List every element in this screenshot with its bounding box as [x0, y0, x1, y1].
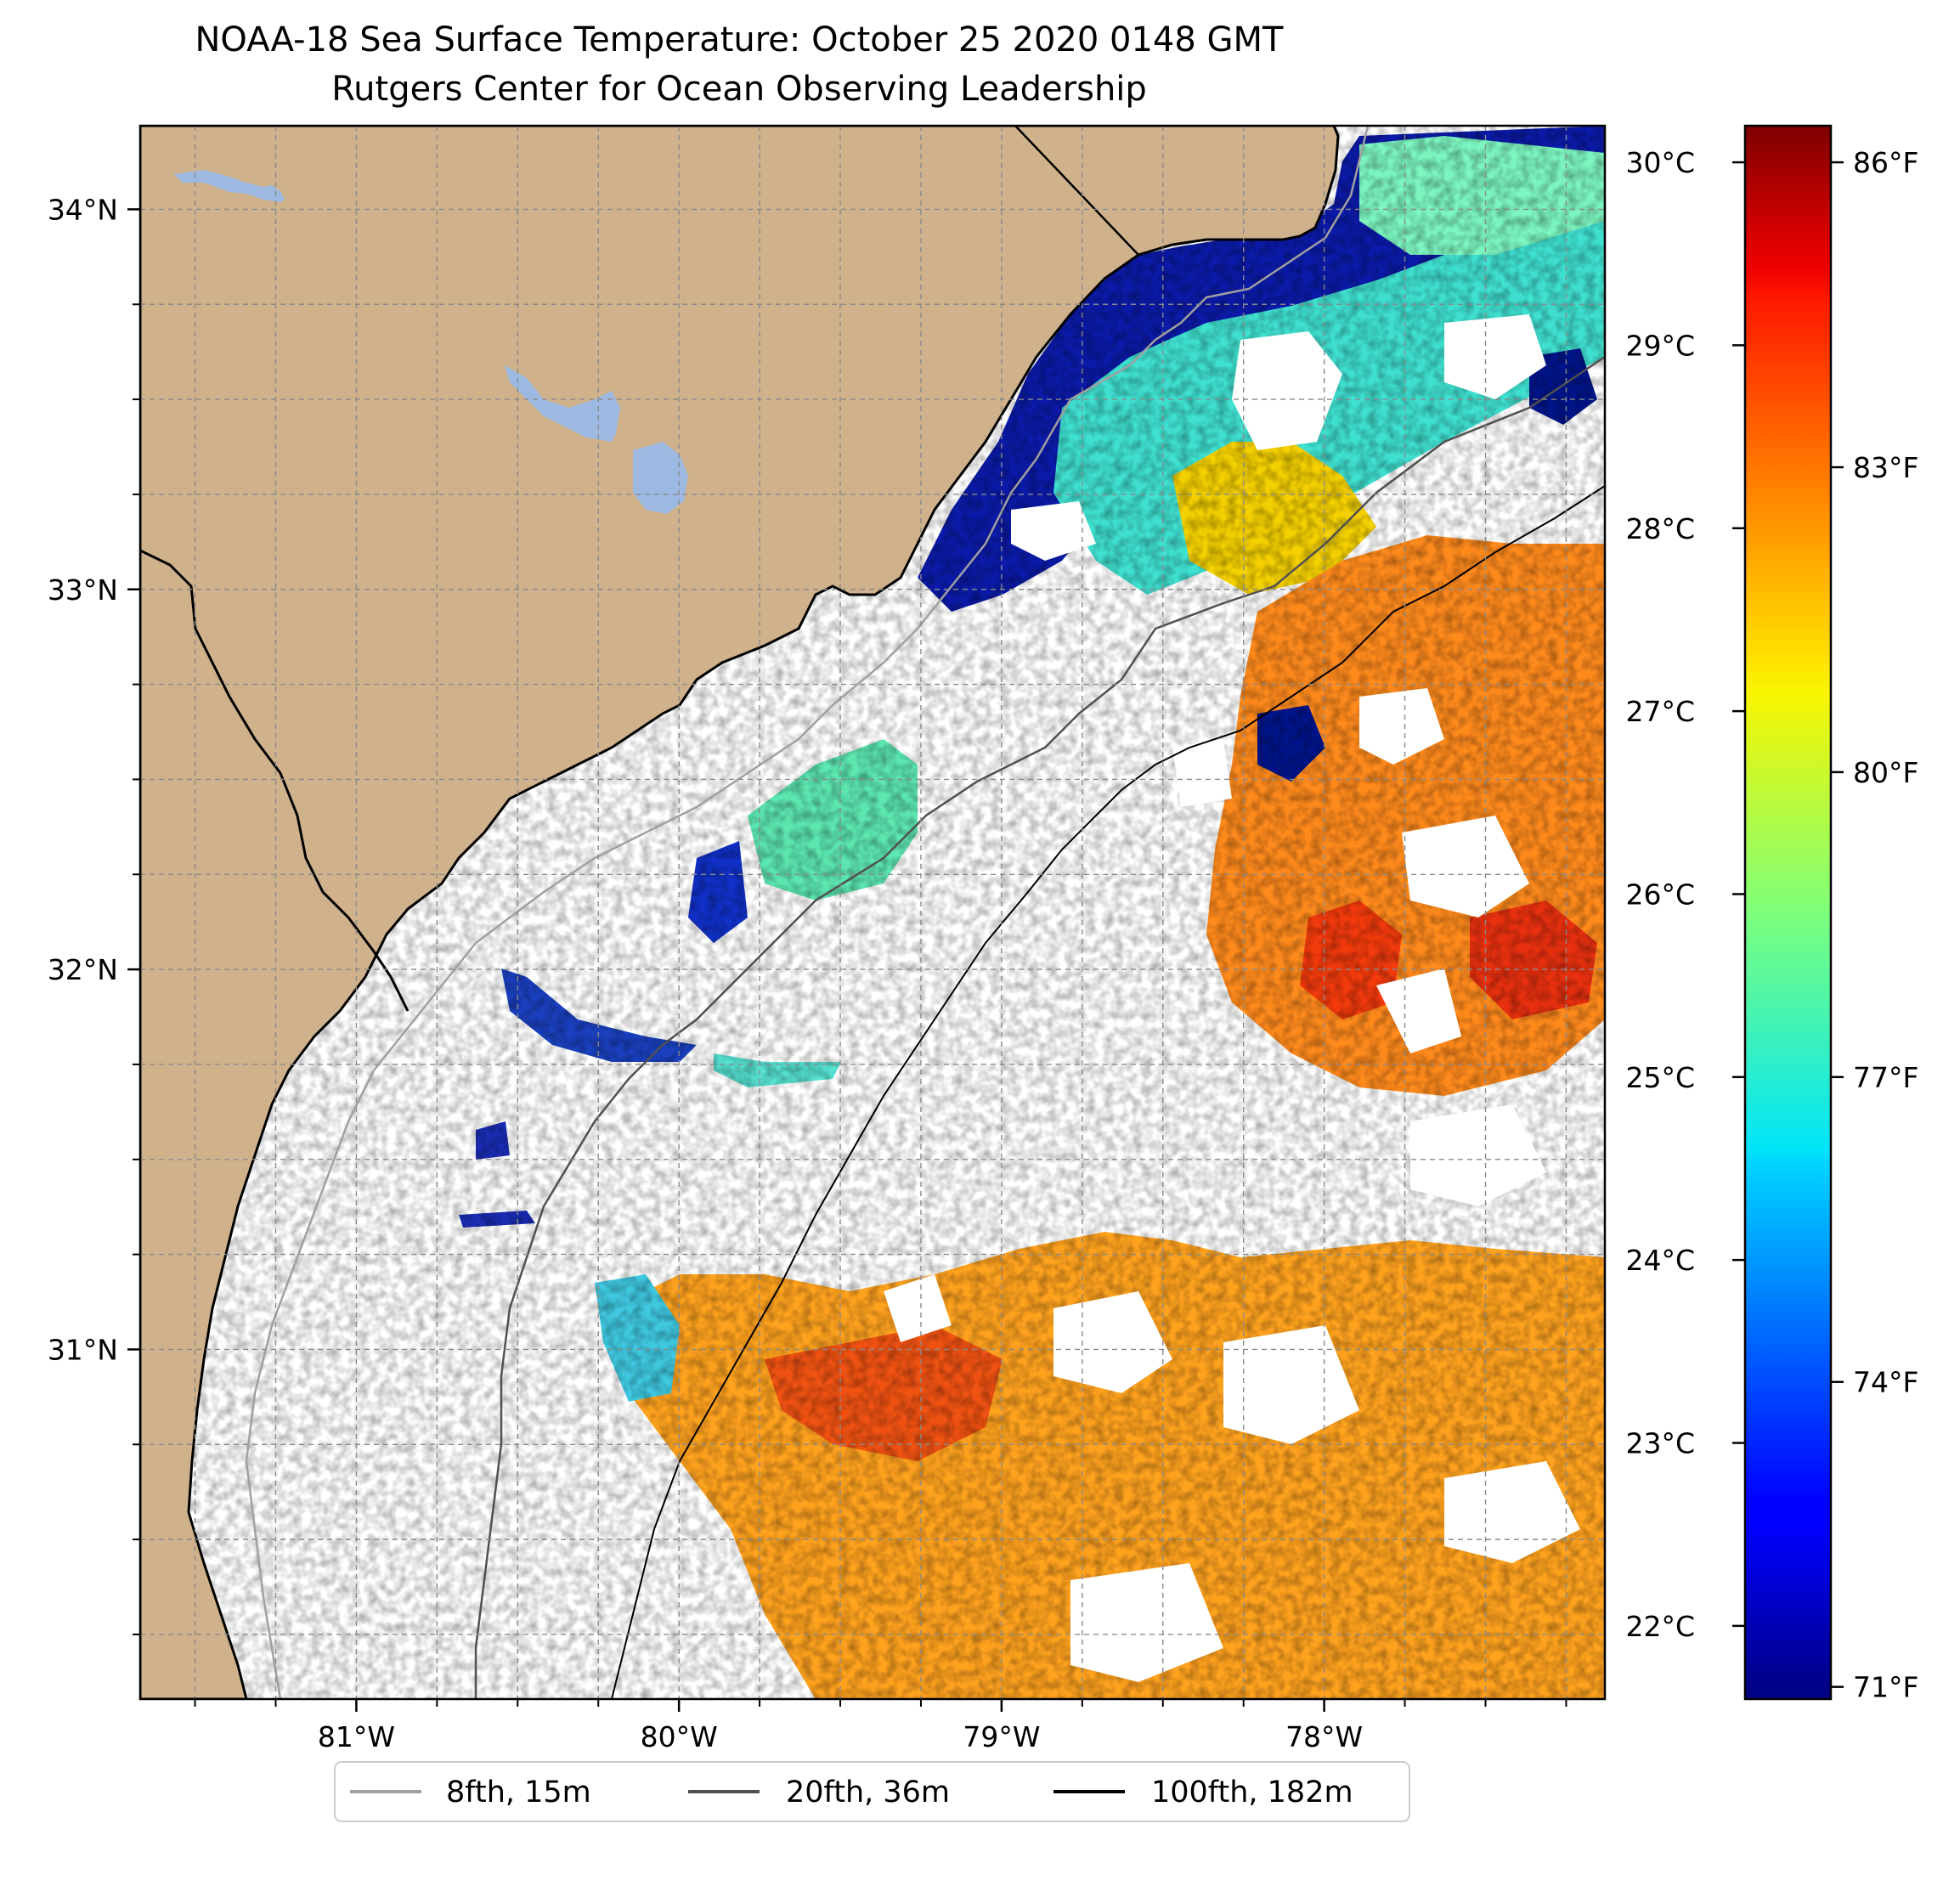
legend: 8fth, 15m 20fth, 36m 100fth, 182m: [334, 1761, 1410, 1822]
colorbar-celsius-axis: 30°C 29°C 28°C 27°C 26°C 25°C 24°C 23°C 22°C: [1625, 146, 1745, 1643]
land: [140, 126, 1340, 1699]
fahrenheit-tick-label: 80°F: [1853, 756, 1918, 789]
cloud-mask: [884, 314, 1580, 1682]
cloud-hole-11: [1444, 1461, 1580, 1563]
lon-tick-label: 80°W: [641, 1720, 718, 1753]
lat-tick-label: 32°N: [48, 953, 118, 986]
colorbar: [1743, 124, 1833, 1701]
gridlines: [140, 126, 1605, 1699]
celsius-tick-label: 23°C: [1625, 1427, 1695, 1460]
fahrenheit-tick-label: 77°F: [1853, 1061, 1918, 1094]
cloud-hole-12: [884, 1274, 952, 1342]
lon-tick-label: 78°W: [1285, 1720, 1363, 1753]
cloud-hole-5: [1402, 816, 1529, 917]
cloud-hole-10: [1070, 1563, 1223, 1682]
legend-label-20fth: 20fth, 36m: [786, 1776, 950, 1809]
legend-label-100fth: 100fth, 182m: [1151, 1776, 1353, 1809]
colorbar-fahrenheit-axis: 86°F 83°F 80°F 77°F 74°F 71°F: [1831, 146, 1918, 1704]
legend-box: [334, 1761, 1410, 1822]
celsius-tick-label: 29°C: [1625, 329, 1695, 362]
legend-label-8fth: 8fth, 15m: [446, 1776, 591, 1809]
fahrenheit-tick-label: 74°F: [1853, 1366, 1918, 1399]
celsius-tick-label: 28°C: [1625, 512, 1695, 545]
map-axes: 81°W 80°W 79°W 78°W 34°N 33°N 32°N 31°N: [48, 193, 1567, 1753]
isobath-100fth-182m: [611, 485, 1605, 1699]
lat-tick-label: 34°N: [48, 193, 118, 226]
cloud-hole-4: [1359, 688, 1444, 765]
cloud-hole-3: [1011, 501, 1096, 561]
celsius-tick-label: 22°C: [1625, 1610, 1695, 1643]
map-area: [140, 126, 1605, 1699]
map-frame: [138, 124, 1607, 1701]
lon-tick-label: 79°W: [963, 1720, 1040, 1753]
cloud-hole-2: [1444, 314, 1546, 399]
celsius-tick-label: 27°C: [1625, 695, 1695, 728]
lake-marion: [505, 365, 620, 442]
cloud-hole-9: [1223, 1325, 1359, 1444]
celsius-tick-label: 24°C: [1625, 1244, 1695, 1277]
lat-tick-label: 31°N: [48, 1333, 118, 1366]
fahrenheit-tick-label: 71°F: [1853, 1671, 1918, 1704]
fahrenheit-tick-label: 83°F: [1853, 451, 1918, 484]
lon-tick-label: 81°W: [318, 1720, 395, 1753]
state-border-sc-ga: [140, 549, 410, 1012]
cloud-hole-1: [1232, 331, 1342, 450]
lat-tick-label: 33°N: [48, 573, 118, 607]
map-subtitle: Rutgers Center for Ocean Observing Leade…: [331, 70, 1147, 109]
cloud-hole-8: [1053, 1291, 1172, 1393]
lake-moultrie: [633, 442, 688, 514]
map-title: NOAA-18 Sea Surface Temperature: October…: [195, 20, 1284, 59]
celsius-tick-label: 25°C: [1625, 1061, 1695, 1094]
cloud-hole-7: [1410, 1104, 1546, 1206]
celsius-tick-label: 26°C: [1625, 878, 1695, 911]
lake-north: [174, 170, 285, 202]
fahrenheit-tick-label: 86°F: [1853, 146, 1918, 179]
state-border-nc-sc: [1014, 126, 1139, 256]
celsius-tick-label: 30°C: [1625, 146, 1695, 179]
isobath-8fth-15m: [245, 126, 1370, 1699]
cloud-hole-6: [1172, 739, 1232, 807]
cloud-hole-13: [1376, 968, 1461, 1053]
